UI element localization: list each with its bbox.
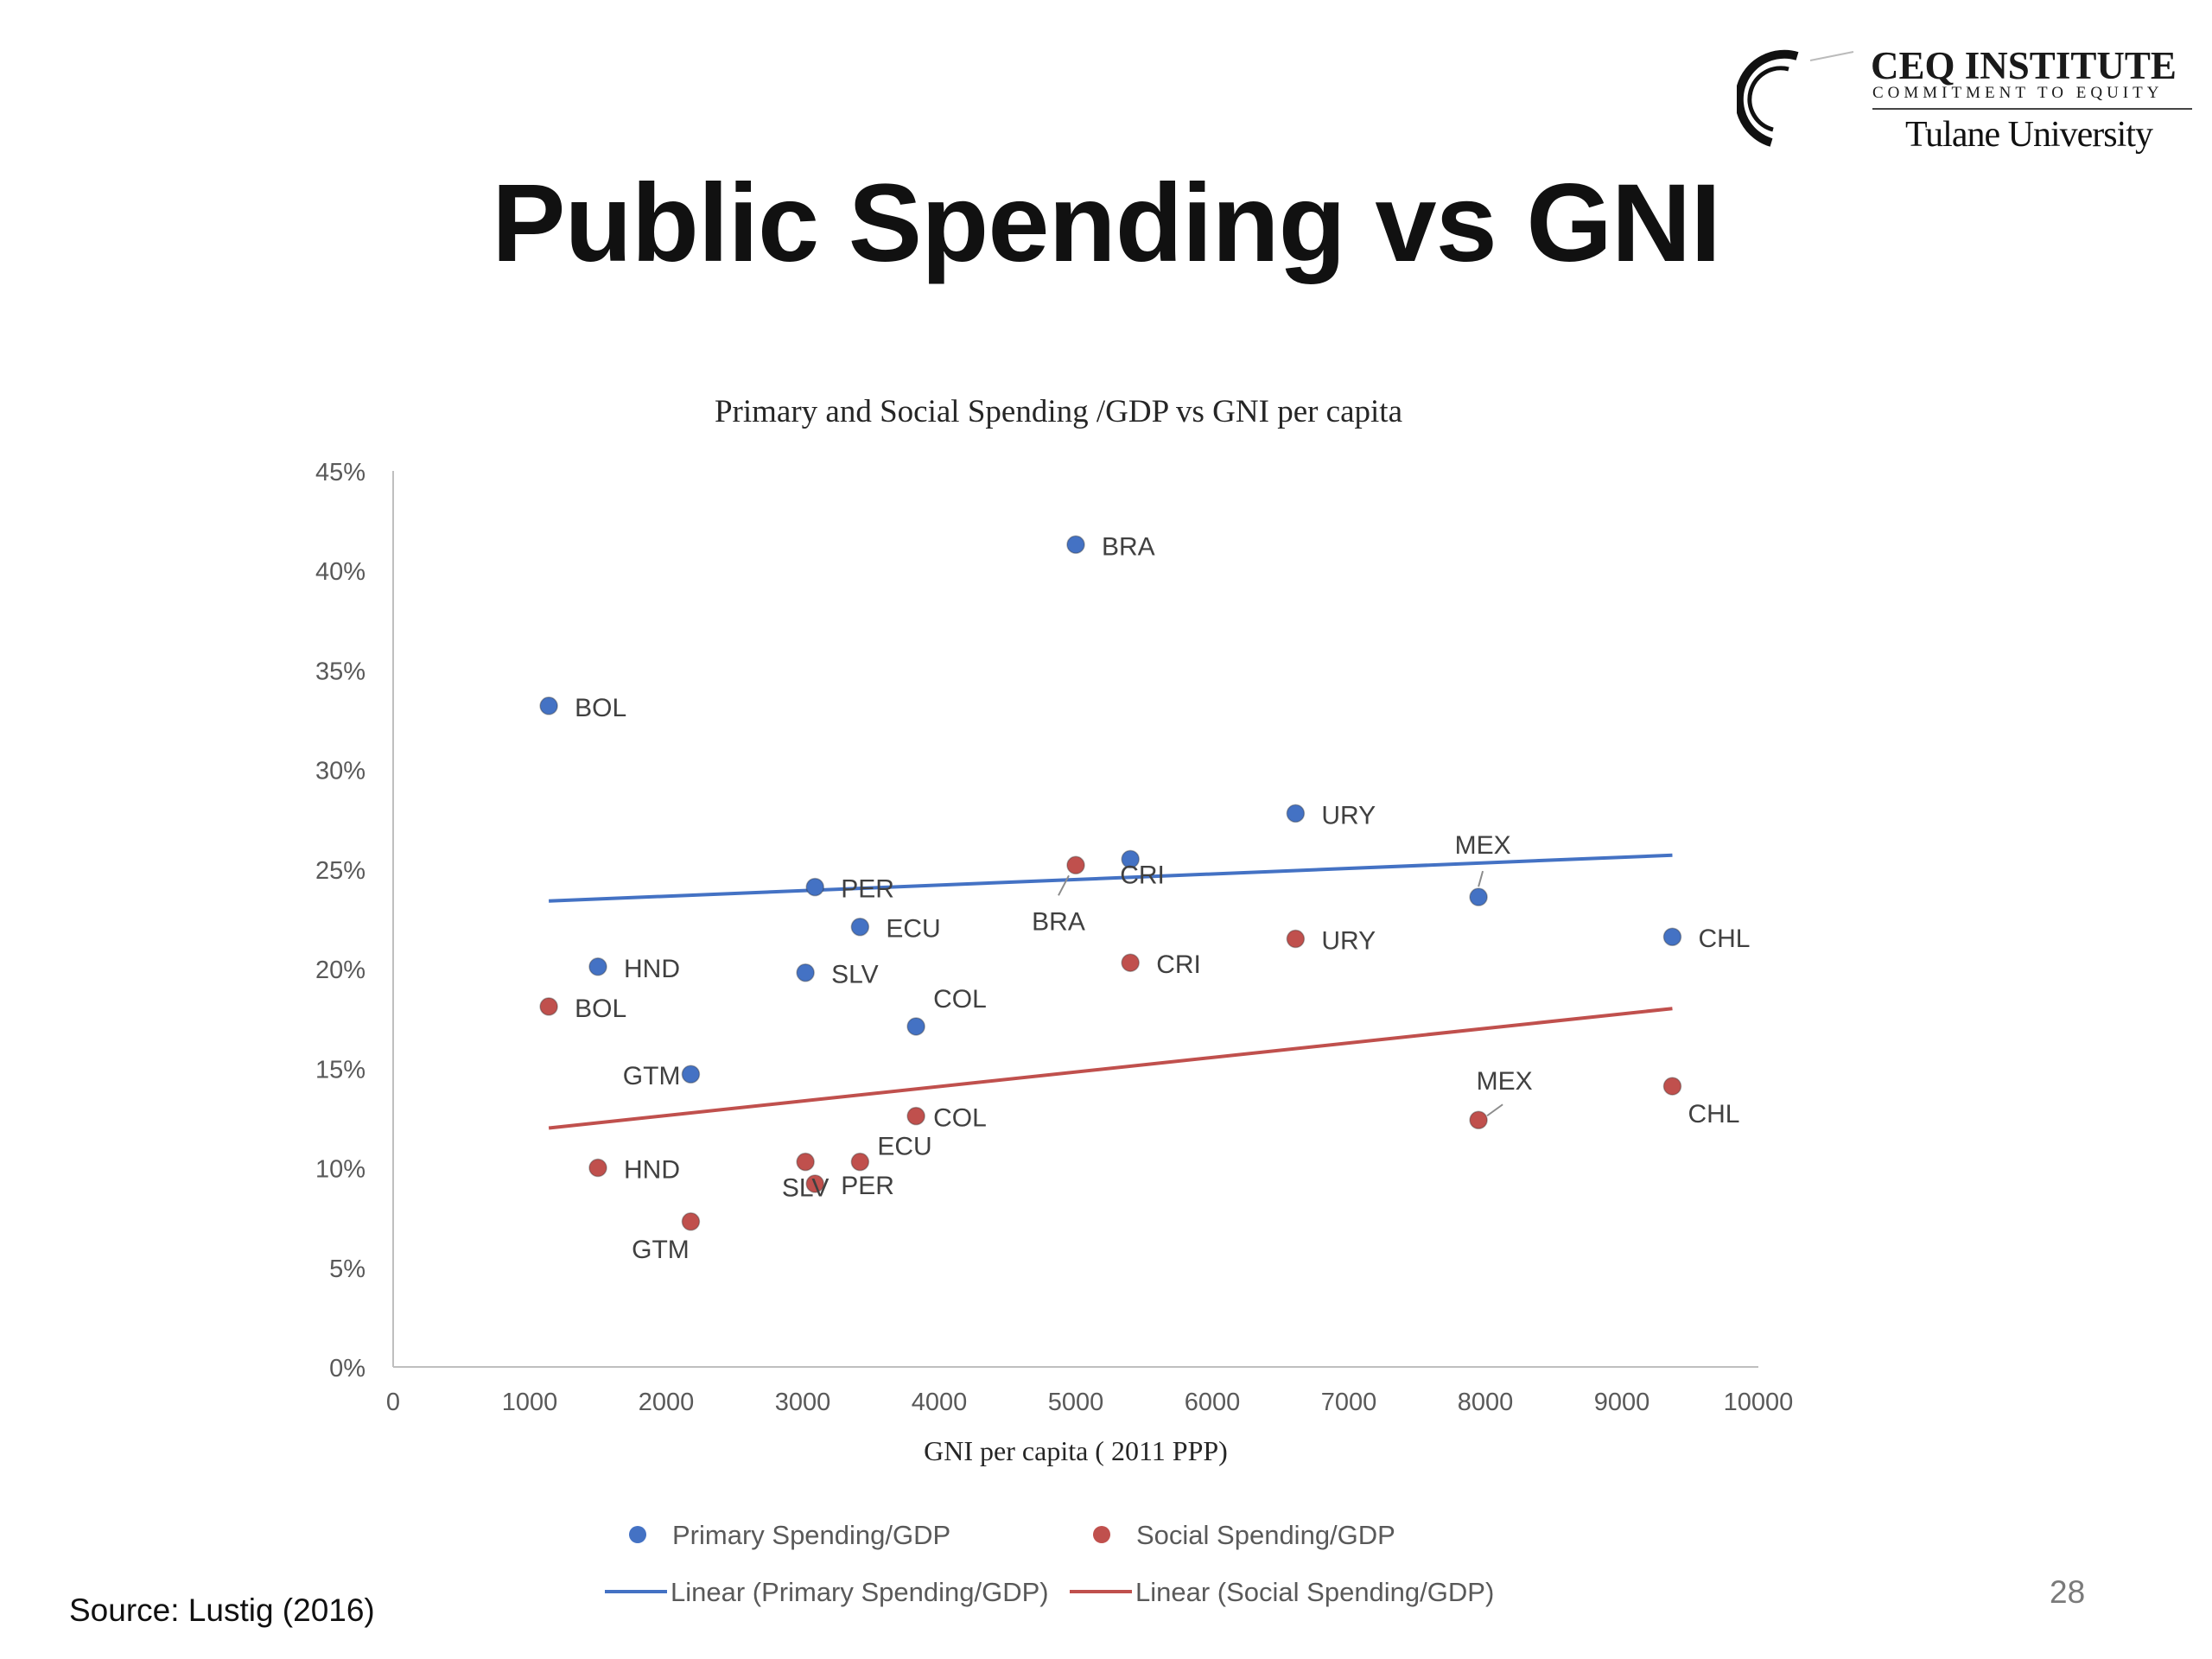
x-tick-label: 1000 [502, 1389, 558, 1416]
primary-data-label: URY [1321, 801, 1376, 830]
primary-data-label: ECU [886, 915, 940, 944]
social-point-gtm [681, 1212, 701, 1231]
primary-data-label: CHL [1698, 925, 1750, 953]
legend-social-trend-label: Linear (Social Spending/GDP) [1135, 1577, 1494, 1607]
primary-data-label: CRI [1120, 861, 1165, 889]
social-point-hnd [588, 1158, 607, 1178]
primary-point-chl [1662, 927, 1682, 946]
social-data-label: COL [933, 1104, 987, 1133]
y-tick-label: 30% [315, 758, 365, 785]
social-point-ury [1286, 929, 1306, 949]
y-tick-label: 10% [315, 1156, 365, 1184]
social-point-per [805, 1174, 824, 1193]
social-data-label: CHL [1688, 1100, 1739, 1128]
social-point-ecu [850, 1152, 870, 1172]
logo-divider [1872, 108, 2192, 110]
x-tick-label: 9000 [1594, 1389, 1650, 1416]
primary-data-label: HND [624, 955, 680, 983]
social-data-label: BOL [575, 995, 626, 1023]
primary-data-label: BRA [1102, 532, 1155, 561]
label-leader-line [1058, 874, 1070, 896]
logo-name: CEQ INSTITUTE [1871, 44, 2177, 87]
legend-social-marker [1093, 1526, 1110, 1543]
primary-data-label: BOL [575, 694, 626, 722]
x-tick-label: 6000 [1185, 1389, 1241, 1416]
primary-point-ecu [850, 917, 870, 937]
primary-point-bra [1066, 535, 1085, 555]
primary-point-col [906, 1017, 925, 1036]
social-data-label: CRI [1156, 950, 1201, 979]
social-point-mex [1469, 1110, 1488, 1129]
social-data-label: BRA [1032, 907, 1085, 936]
primary-data-label: MEX [1455, 831, 1511, 860]
legend-primary-trend-label: Linear (Primary Spending/GDP) [671, 1577, 1049, 1607]
chart-title: Primary and Social Spending /GDP vs GNI … [715, 394, 1402, 429]
y-tick-label: 20% [315, 957, 365, 984]
page-number: 28 [2050, 1574, 2086, 1610]
primary-point-mex [1469, 887, 1488, 906]
social-data-label: GTM [632, 1236, 690, 1264]
y-tick-label: 35% [315, 658, 365, 685]
label-leader-line [1486, 1103, 1503, 1117]
primary-data-label: PER [841, 875, 894, 904]
social-data-label: ECU [877, 1133, 931, 1161]
label-leader-line [1478, 870, 1484, 887]
y-tick-label: 40% [315, 558, 365, 586]
logo-university: Tulane University [1905, 115, 2153, 155]
y-tick-label: 25% [315, 857, 365, 885]
primary-data-label: COL [933, 985, 987, 1014]
primary-data-label: SLV [831, 961, 878, 989]
primary-point-slv [796, 963, 815, 982]
ceq-logo-mark-icon [1737, 49, 1854, 147]
x-tick-label: 3000 [775, 1389, 831, 1416]
trendline-social [548, 1007, 1673, 1130]
primary-point-cri [1121, 849, 1140, 869]
legend-primary-label: Primary Spending/GDP [672, 1520, 950, 1550]
social-point-bol [539, 997, 558, 1016]
x-tick-label: 7000 [1321, 1389, 1377, 1416]
legend-social-label: Social Spending/GDP [1136, 1520, 1395, 1550]
primary-point-ury [1286, 804, 1306, 823]
social-data-label: PER [841, 1172, 894, 1200]
trendline-primary [549, 853, 1673, 903]
primary-point-bol [539, 696, 558, 715]
primary-point-per [805, 877, 824, 897]
social-point-col [906, 1106, 925, 1126]
x-tick-label: 5000 [1048, 1389, 1104, 1416]
y-tick-label: 5% [329, 1255, 365, 1283]
y-tick-label: 45% [315, 459, 365, 486]
x-axis-label: GNI per capita ( 2011 PPP) [924, 1435, 1228, 1466]
primary-point-hnd [588, 957, 607, 976]
x-tick-label: 0 [386, 1389, 400, 1416]
social-point-slv [796, 1152, 815, 1172]
social-data-label: HND [624, 1156, 680, 1185]
ceq-institute-logo: CEQ INSTITUTE COMMITMENT TO EQUITY Tulan… [1737, 43, 2195, 164]
social-point-chl [1662, 1077, 1682, 1096]
x-tick-label: 2000 [639, 1389, 695, 1416]
social-point-cri [1121, 953, 1140, 972]
logo-tagline: COMMITMENT TO EQUITY [1872, 84, 2164, 102]
x-tick-label: 4000 [912, 1389, 968, 1416]
primary-data-label: GTM [623, 1062, 681, 1090]
social-data-label: MEX [1477, 1067, 1533, 1096]
source-citation: Source: Lustig (2016) [69, 1592, 375, 1628]
y-tick-label: 15% [315, 1056, 365, 1084]
social-data-label: URY [1321, 927, 1376, 956]
social-point-bra [1066, 855, 1085, 875]
y-tick-label: 0% [329, 1355, 365, 1382]
chart-legend: Primary Spending/GDP Social Spending/GDP L… [605, 1520, 1494, 1607]
x-tick-label: 10000 [1724, 1389, 1794, 1416]
legend-primary-marker [629, 1526, 646, 1543]
social-data-label: SLV [782, 1174, 829, 1203]
slide-title: Public Spending vs GNI [492, 162, 1721, 285]
primary-point-gtm [681, 1065, 701, 1084]
x-tick-label: 8000 [1458, 1389, 1514, 1416]
